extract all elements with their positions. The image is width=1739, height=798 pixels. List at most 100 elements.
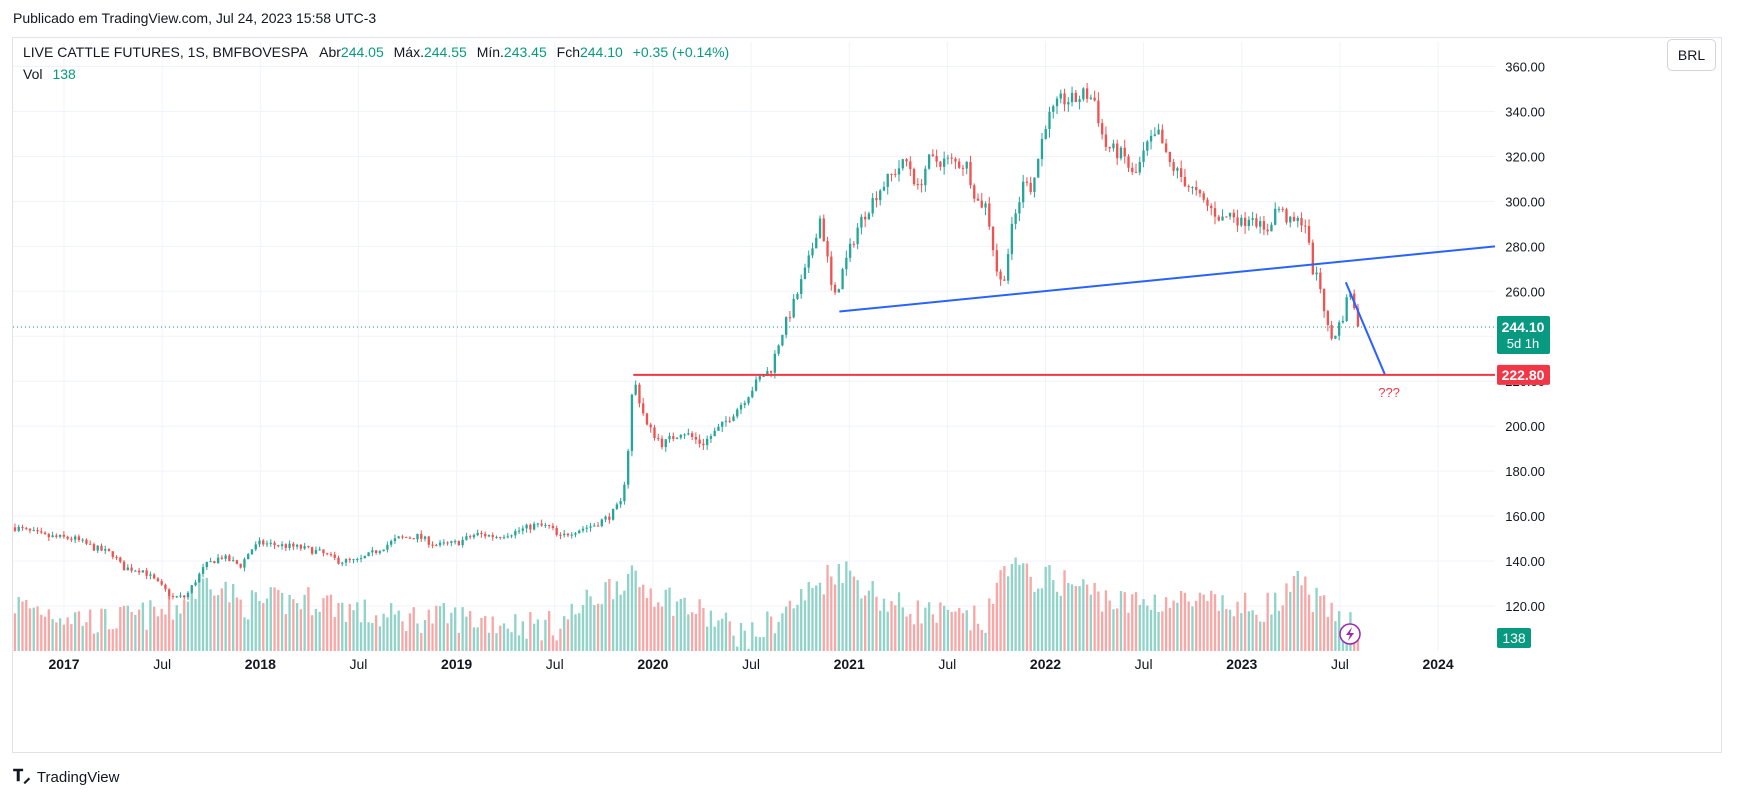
candle-body	[28, 528, 32, 531]
volume-bar	[111, 629, 114, 651]
volume-bar	[431, 623, 434, 651]
volume-bar	[119, 607, 122, 651]
candle-body	[1202, 193, 1205, 200]
volume-legend[interactable]: Vol 138	[23, 66, 76, 82]
volume-bar	[837, 564, 840, 651]
volume-bar	[126, 605, 129, 651]
candle-body	[58, 534, 62, 537]
candle-body	[431, 544, 434, 546]
volume-bar	[815, 585, 818, 651]
candle-body	[1025, 181, 1029, 183]
volume-bar	[175, 605, 178, 651]
volume-bar	[262, 603, 265, 651]
volume-bar	[258, 600, 261, 651]
volume-bar	[1063, 570, 1066, 651]
candle-body	[104, 549, 107, 551]
candle-body	[476, 532, 479, 536]
volume-bar	[314, 608, 318, 651]
candle-body	[491, 535, 494, 538]
volume-bars	[13, 557, 1360, 651]
volume-bar	[585, 589, 588, 651]
candle-body	[235, 560, 239, 564]
candle-body	[1127, 156, 1130, 168]
volume-bar	[77, 611, 81, 651]
volume-bar	[1326, 616, 1330, 651]
candle-body	[1146, 141, 1149, 151]
candle-body	[1330, 325, 1333, 339]
candle-body	[905, 159, 908, 162]
candle-body	[1142, 150, 1145, 162]
candle-body	[55, 535, 58, 537]
volume-bar	[863, 595, 867, 651]
volume-bar	[427, 609, 430, 651]
volume-bar	[845, 561, 848, 651]
candle-body	[1149, 135, 1153, 142]
candle-body	[766, 371, 769, 376]
volume-bar	[446, 623, 449, 651]
candle-body	[852, 243, 856, 245]
volume-bar	[574, 614, 577, 651]
candle-body	[529, 524, 532, 530]
volume-bar	[344, 622, 348, 651]
volume-bar	[1123, 592, 1126, 651]
volume-bar	[329, 594, 333, 651]
volume-bar	[1183, 592, 1187, 651]
volume-bar	[954, 611, 957, 651]
volume-bar	[333, 617, 336, 651]
volume-bar	[852, 576, 856, 651]
candle-body	[679, 435, 682, 438]
volume-bar	[961, 613, 965, 651]
candle-body	[980, 200, 983, 208]
volume-bar	[1319, 595, 1322, 651]
candle-body	[732, 416, 735, 421]
volume-bar	[408, 613, 412, 651]
time-axis[interactable]: 2017 Jul 2018 Jul 2019 Jul 2020 Jul 2021 Jul 2022 J…	[48, 656, 1453, 672]
volume-bar	[781, 613, 784, 651]
candle-body	[999, 271, 1002, 280]
candle-body	[1131, 167, 1134, 172]
x-tick-label: Jul	[153, 656, 171, 672]
volume-bar	[1033, 591, 1036, 651]
x-tick-label: 2024	[1422, 656, 1453, 672]
candle-body	[1134, 171, 1138, 173]
candle-body	[525, 524, 528, 529]
volume-bar	[348, 604, 351, 651]
volume-bar	[973, 605, 976, 651]
volume-bar	[134, 614, 137, 651]
volume-bar	[405, 630, 408, 651]
x-tick-label: 2020	[637, 656, 668, 672]
currency-button[interactable]: BRL	[1667, 39, 1716, 71]
candle-body	[322, 549, 325, 554]
volume-bar	[909, 613, 912, 651]
x-tick-label: 2017	[48, 656, 79, 672]
volume-bar	[484, 616, 487, 651]
volume-bar	[1307, 594, 1311, 651]
candle-body	[453, 541, 457, 543]
volume-bar	[694, 613, 698, 651]
tradingview-brand[interactable]: 𝐓⸝ TradingView	[13, 768, 119, 786]
candle-body	[867, 213, 871, 220]
volume-bar	[1243, 592, 1247, 651]
candle-body	[374, 550, 378, 553]
candle-body	[630, 394, 634, 451]
drawings[interactable]: ???	[13, 245, 1496, 400]
symbol-legend[interactable]: LIVE CATTLE FUTURES, 1S, BMFBOVESPA Abr2…	[23, 44, 729, 60]
candle-body	[690, 433, 694, 437]
candle-body	[811, 248, 814, 256]
candle-body	[359, 558, 363, 560]
candle-body	[645, 413, 649, 425]
volume-bar	[284, 614, 287, 651]
candle-body	[702, 443, 705, 446]
volume-bar	[288, 594, 291, 651]
volume-bar	[875, 596, 878, 651]
candle-body	[1217, 216, 1220, 221]
volume-bar	[506, 628, 509, 651]
volume-bar	[1289, 591, 1292, 651]
x-tick-label: 2022	[1030, 656, 1061, 672]
candle-body	[134, 570, 137, 572]
volume-bar	[55, 622, 58, 651]
volume-bar	[269, 587, 272, 651]
volume-bar	[1044, 567, 1047, 651]
volume-bar	[999, 570, 1002, 651]
